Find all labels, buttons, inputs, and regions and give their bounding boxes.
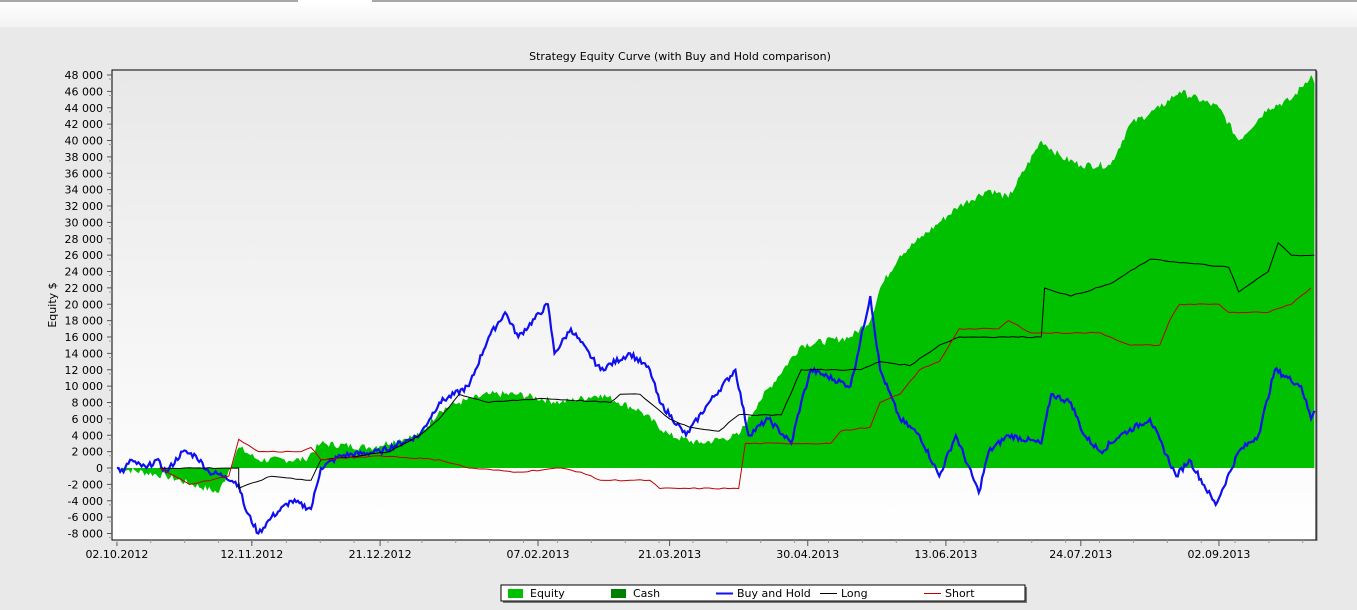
y-tick-label: 8 000: [72, 397, 104, 410]
y-tick-label: 30 000: [65, 216, 104, 229]
y-tick-label: 32 000: [65, 200, 104, 213]
y-tick-label: 20 000: [65, 298, 104, 311]
x-tick-label: 21.12.2012: [349, 548, 412, 561]
y-tick-label: 10 000: [65, 380, 104, 393]
x-tick-label: 02.10.2012: [85, 548, 148, 561]
y-tick-label: 12 000: [65, 364, 104, 377]
legend-label: Equity: [530, 587, 565, 600]
buy-and-hold-line: [116, 295, 1316, 535]
y-tick-label: 0: [96, 462, 103, 475]
x-tick-label: 07.02.2013: [507, 548, 570, 561]
y-tick-label: 36 000: [65, 167, 104, 180]
y-tick-label: -8 000: [68, 528, 103, 541]
y-tick-label: 6 000: [72, 413, 104, 426]
y-tick-label: 16 000: [65, 331, 104, 344]
x-tick-label: 30.04.2013: [776, 548, 839, 561]
y-tick-label: 46 000: [65, 85, 104, 98]
y-tick-label: 22 000: [65, 282, 104, 295]
y-tick-label: 18 000: [65, 315, 104, 328]
y-tick-label: -2 000: [68, 478, 103, 491]
y-axis-label: Equity $: [46, 282, 59, 327]
x-tick-label: 02.09.2013: [1187, 548, 1250, 561]
y-tick-label: 4 000: [72, 429, 104, 442]
plot-border: [111, 69, 1317, 541]
y-tick-label: 28 000: [65, 233, 104, 246]
y-tick-label: 24 000: [65, 266, 104, 279]
legend: Equity Cash Buy and Hold Long Short: [500, 584, 1027, 603]
y-tick-label: 34 000: [65, 184, 104, 197]
legend-label: Long: [841, 587, 868, 600]
window-top-strip: [0, 0, 1357, 27]
equity-area: [116, 75, 1315, 493]
y-tick-label: 44 000: [65, 102, 104, 115]
y-tick-label: 42 000: [65, 118, 104, 131]
short-line: [159, 287, 1312, 490]
legend-swatch-cash: [611, 589, 626, 598]
y-tick-label: -6 000: [68, 511, 103, 524]
y-tick-label: 2 000: [72, 446, 104, 459]
y-tick-label: 48 000: [65, 69, 104, 82]
y-tick-label: 38 000: [65, 151, 104, 164]
y-tick-label: 14 000: [65, 347, 104, 360]
x-tick-label: 13.06.2013: [914, 548, 977, 561]
tab-gap: [298, 0, 372, 3]
legend-label: Cash: [633, 587, 660, 600]
y-tick-label: 26 000: [65, 249, 104, 262]
y-tick-label: 40 000: [65, 135, 104, 148]
legend-swatch-equity: [508, 589, 523, 598]
legend-label: Short: [945, 587, 975, 600]
y-tick-label: -4 000: [68, 495, 103, 508]
chart-title: Strategy Equity Curve (with Buy and Hold…: [529, 50, 831, 63]
legend-label: Buy and Hold: [737, 587, 811, 600]
x-tick-label: 12.11.2012: [220, 548, 283, 561]
x-tick-label: 24.07.2013: [1049, 548, 1112, 561]
x-tick-label: 21.03.2013: [638, 548, 701, 561]
